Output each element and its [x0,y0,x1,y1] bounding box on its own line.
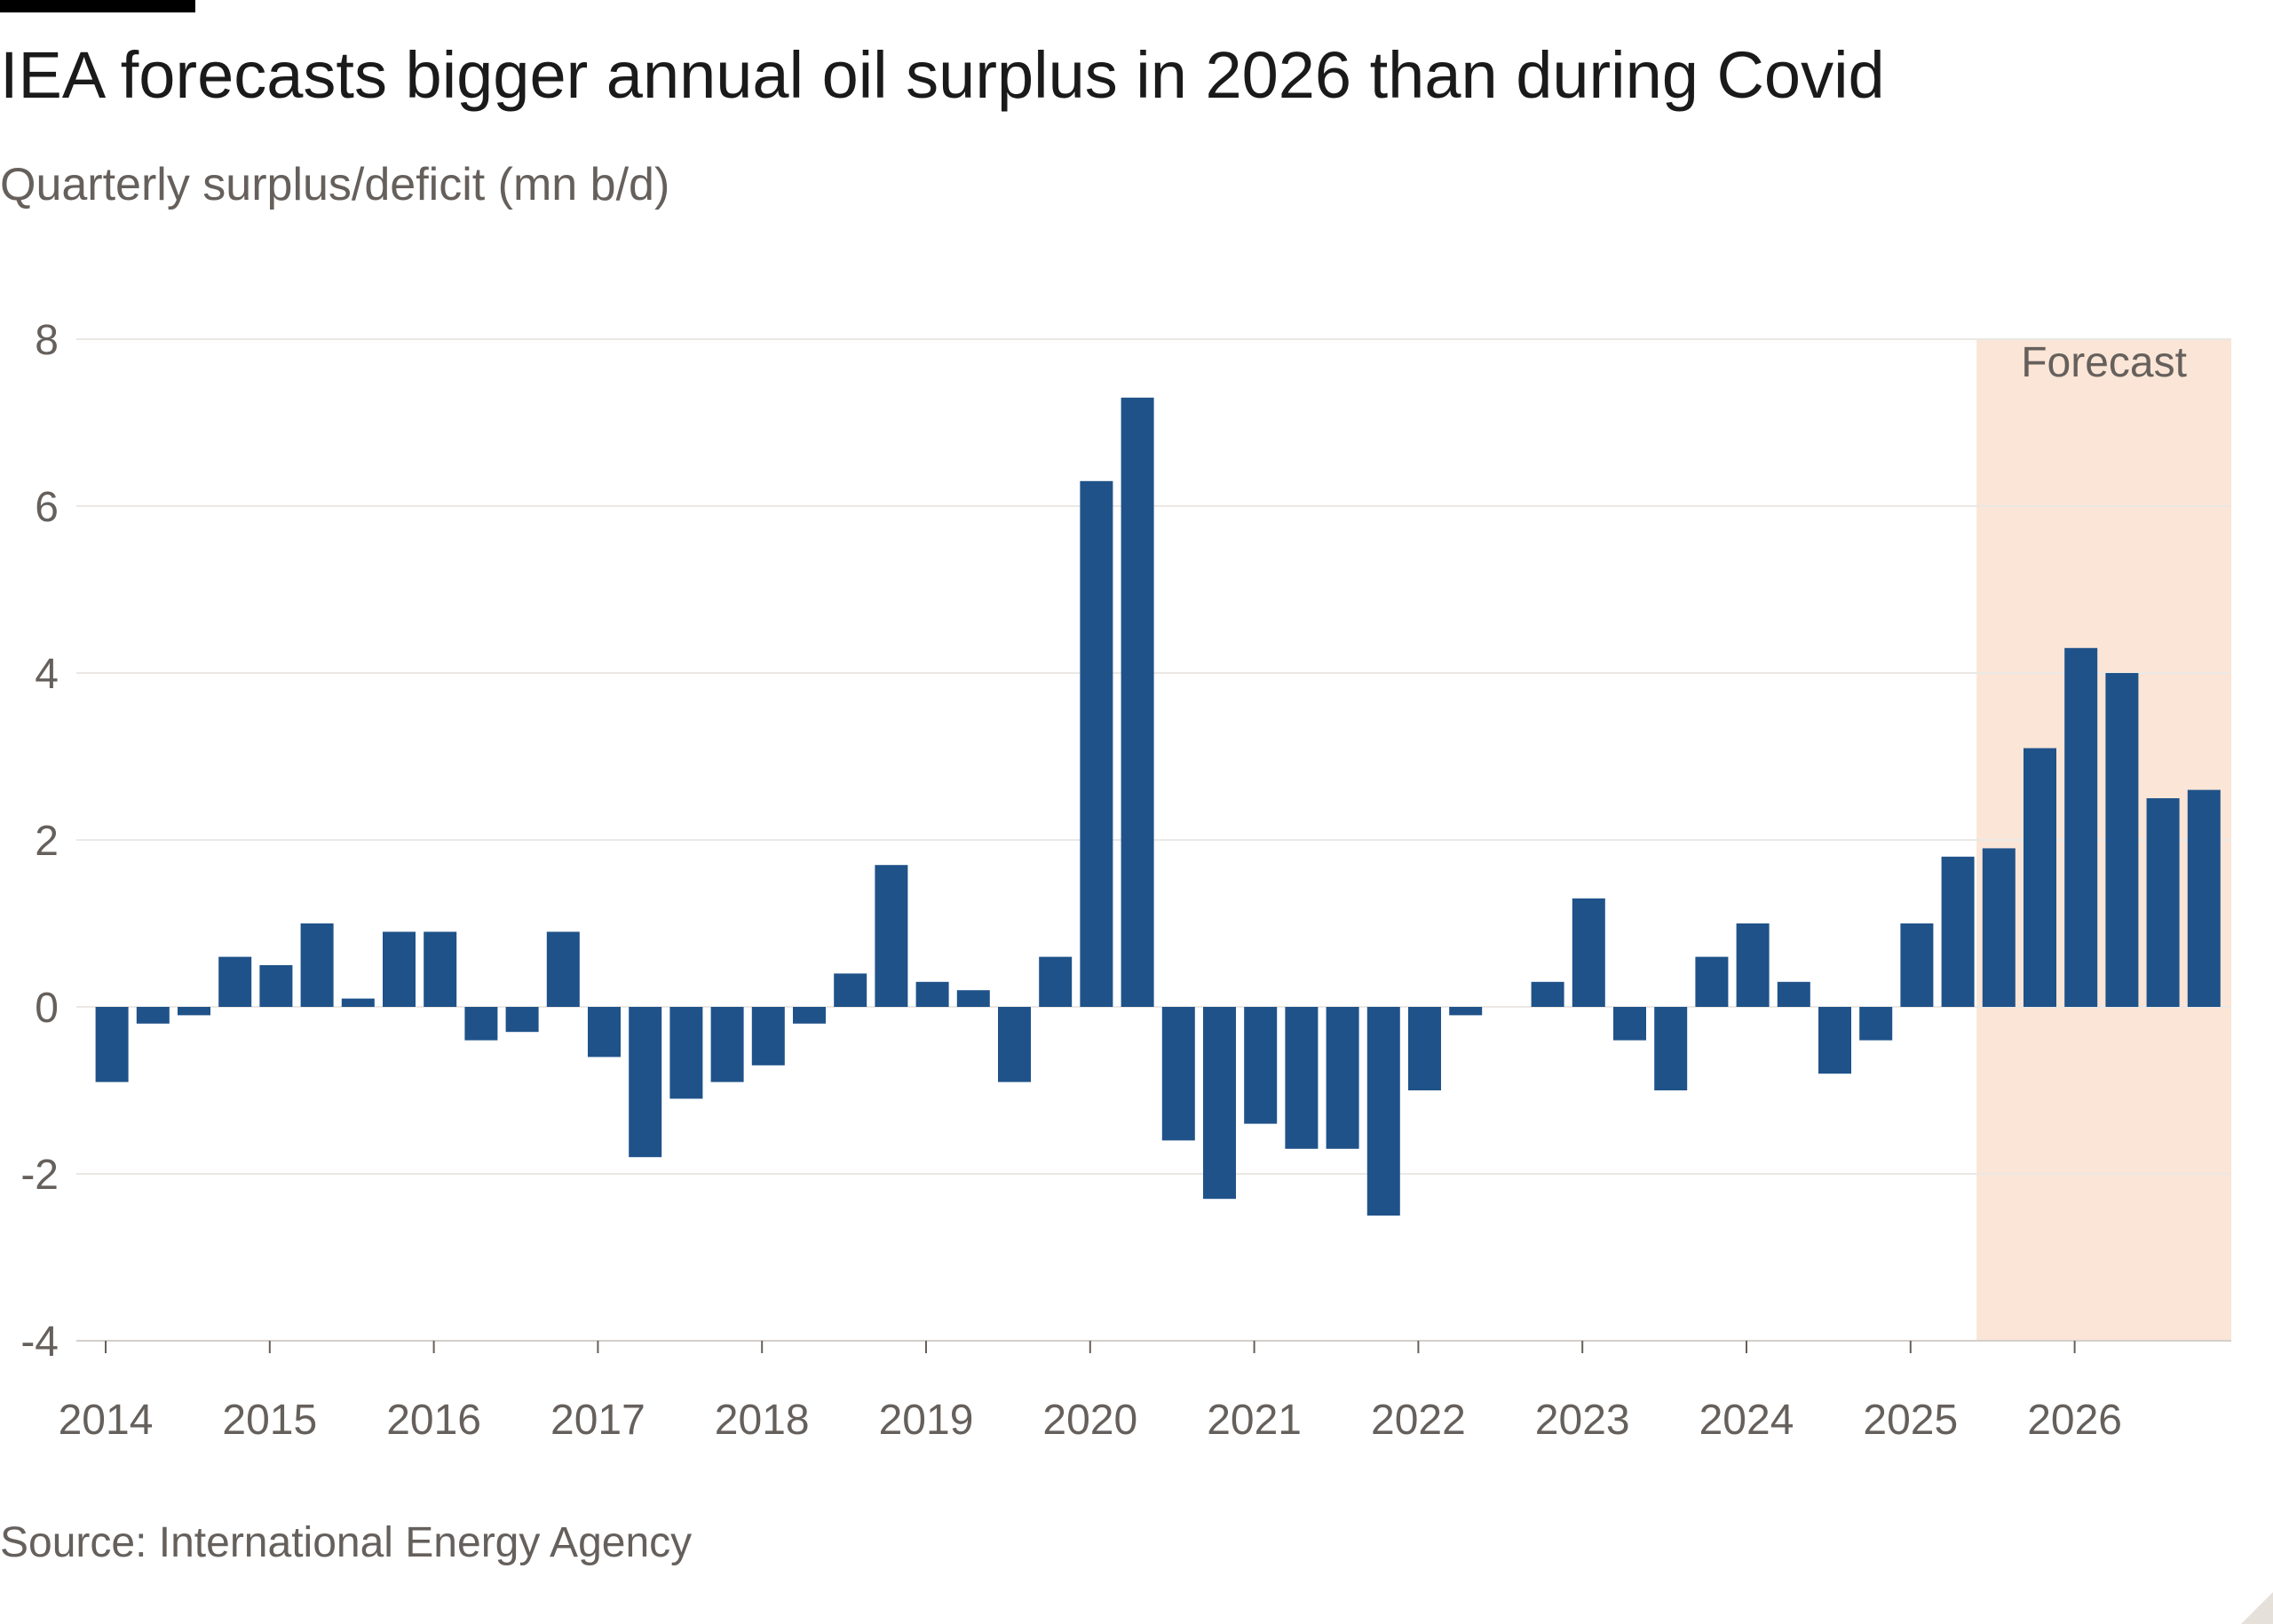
bar [793,1007,826,1024]
bar [2064,647,2098,1007]
bar [1408,1007,1441,1090]
bar [259,965,293,1007]
y-tick-label: -4 [20,1319,59,1366]
x-tick-label: 2022 [1371,1397,1466,1444]
bar [464,1007,498,1041]
bar [875,865,908,1007]
bar [588,1007,621,1058]
bar [424,931,457,1007]
x-tick-label: 2016 [386,1397,481,1444]
bar [178,1007,210,1016]
bar [998,1007,1031,1082]
y-tick-label: 6 [35,484,59,531]
bar [1244,1007,1278,1124]
bar [300,923,334,1007]
corner-mark [2241,1592,2273,1624]
bar [1161,1007,1195,1141]
bar [629,1007,662,1158]
chart-title: IEA forecasts bigger annual oil surplus … [0,38,1885,112]
x-tick-label: 2024 [1699,1397,1794,1444]
bar [2187,789,2221,1007]
x-tick-label: 2021 [1207,1397,1302,1444]
bar [546,931,580,1007]
bar [2105,673,2139,1007]
bar [1941,856,1975,1007]
forecast-label: Forecast [2021,339,2187,386]
bar [1080,480,1113,1007]
x-tick-label: 2025 [1863,1397,1958,1444]
bar [1121,397,1154,1007]
x-tick-label: 2019 [879,1397,974,1444]
y-tick-label: 4 [35,651,59,698]
x-tick-label: 2014 [59,1397,154,1444]
bar [1203,1007,1236,1200]
bar [1572,898,1605,1007]
chart-subtitle: Quarterly surplus/deficit (mn b/d) [0,159,670,210]
bar [1039,956,1073,1007]
bar [505,1007,539,1033]
bar [956,990,990,1007]
bar [1326,1007,1359,1149]
x-tick-label: 2015 [222,1397,317,1444]
x-tick-label: 2020 [1042,1397,1137,1444]
bar [1366,1007,1400,1216]
bar [1531,981,1564,1007]
y-tick-label: 0 [35,985,59,1032]
bar [1449,1007,1483,1016]
x-tick-label: 2023 [1535,1397,1630,1444]
bar [136,1007,170,1024]
bar [1859,1007,1893,1041]
bar [1982,848,2016,1007]
bar [915,981,949,1007]
bars [95,397,2221,1216]
bar [2146,798,2180,1007]
y-tick-label: 2 [35,818,59,865]
bar [710,1007,744,1082]
bar [669,1007,703,1099]
y-tick-label: -2 [20,1152,59,1199]
bar [383,931,416,1007]
bar-chart: Forecast -4 -2 0 2 4 6 8 2014 2015 2016 2017 2018 20… [20,317,2231,1444]
axes: -4 -2 0 2 4 6 8 2014 2015 2016 2017 2018 2019 2020 202… [20,317,2231,1444]
bar [1285,1007,1319,1149]
x-tick-label: 2018 [715,1397,810,1444]
bar [218,956,252,1007]
bar [1654,1007,1688,1090]
source-note: Source: International Energy Agency [0,1519,693,1566]
bar [2024,748,2056,1007]
bar [1695,956,1729,1007]
bar [1900,923,1934,1007]
bar [834,973,867,1007]
bar [1736,923,1770,1007]
bar [1818,1007,1851,1074]
x-tick-label: 2026 [2027,1397,2122,1444]
bar [1777,981,1810,1007]
brand-top-bar [0,0,195,12]
bar [751,1007,785,1066]
bar [1613,1007,1646,1041]
bar [341,998,375,1007]
y-tick-label: 8 [35,317,59,364]
bar [95,1007,129,1082]
x-tick-label: 2017 [550,1397,645,1444]
